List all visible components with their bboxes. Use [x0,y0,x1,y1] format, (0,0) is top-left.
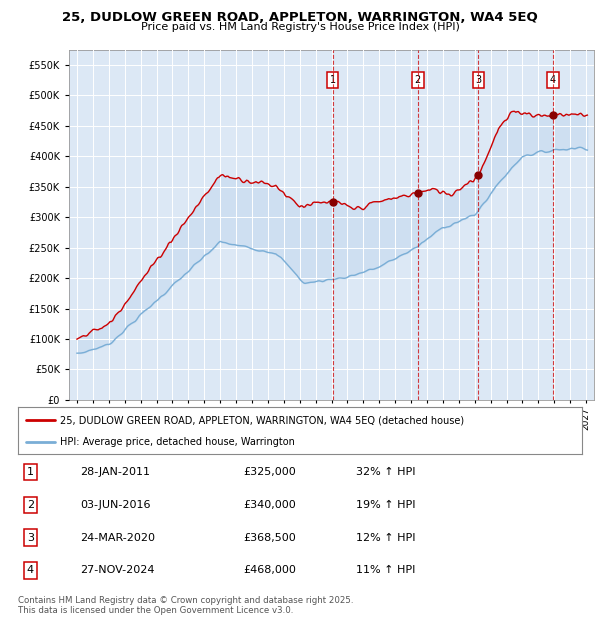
Text: £368,500: £368,500 [244,533,296,542]
Text: £340,000: £340,000 [244,500,296,510]
Text: 19% ↑ HPI: 19% ↑ HPI [356,500,416,510]
Text: HPI: Average price, detached house, Warrington: HPI: Average price, detached house, Warr… [60,437,295,447]
Text: 3: 3 [475,75,481,85]
Text: 28-JAN-2011: 28-JAN-2011 [80,467,150,477]
Text: 1: 1 [27,467,34,477]
Text: Price paid vs. HM Land Registry's House Price Index (HPI): Price paid vs. HM Land Registry's House … [140,22,460,32]
Text: 3: 3 [27,533,34,542]
Text: Contains HM Land Registry data © Crown copyright and database right 2025.
This d: Contains HM Land Registry data © Crown c… [18,596,353,615]
Text: 11% ↑ HPI: 11% ↑ HPI [356,565,416,575]
Text: £325,000: £325,000 [244,467,296,477]
Text: 27-NOV-2024: 27-NOV-2024 [80,565,155,575]
Text: 25, DUDLOW GREEN ROAD, APPLETON, WARRINGTON, WA4 5EQ (detached house): 25, DUDLOW GREEN ROAD, APPLETON, WARRING… [60,415,464,425]
Text: 4: 4 [550,75,556,85]
Text: 03-JUN-2016: 03-JUN-2016 [80,500,151,510]
Text: 2: 2 [27,500,34,510]
Bar [562,50,594,400]
Text: 12% ↑ HPI: 12% ↑ HPI [356,533,416,542]
Text: 32% ↑ HPI: 32% ↑ HPI [356,467,416,477]
Text: 1: 1 [329,75,335,85]
Text: 24-MAR-2020: 24-MAR-2020 [80,533,155,542]
Text: 2: 2 [415,75,421,85]
Text: £468,000: £468,000 [244,565,296,575]
Text: 4: 4 [27,565,34,575]
Text: 25, DUDLOW GREEN ROAD, APPLETON, WARRINGTON, WA4 5EQ: 25, DUDLOW GREEN ROAD, APPLETON, WARRING… [62,11,538,24]
